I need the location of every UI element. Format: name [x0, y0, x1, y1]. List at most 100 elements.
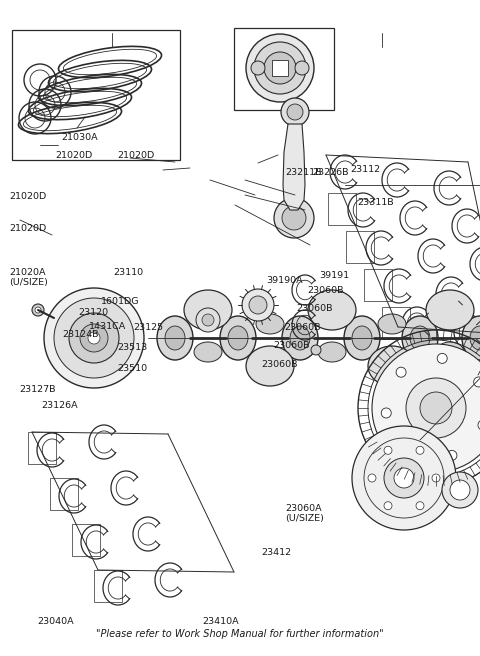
- Bar: [382, 307, 410, 339]
- Text: (U/SIZE): (U/SIZE): [286, 514, 324, 523]
- Circle shape: [202, 314, 214, 326]
- Circle shape: [416, 446, 424, 455]
- Circle shape: [442, 472, 478, 508]
- Ellipse shape: [157, 316, 193, 360]
- Circle shape: [404, 445, 414, 455]
- Text: 23127B: 23127B: [19, 384, 56, 394]
- Circle shape: [196, 308, 220, 332]
- Bar: [12, 30, 180, 160]
- Ellipse shape: [290, 326, 310, 350]
- Text: 23126A: 23126A: [41, 401, 77, 410]
- Circle shape: [287, 104, 303, 120]
- Text: 23060B: 23060B: [296, 304, 333, 314]
- Ellipse shape: [308, 290, 356, 330]
- Ellipse shape: [470, 326, 480, 350]
- Ellipse shape: [378, 314, 406, 334]
- Circle shape: [384, 458, 424, 498]
- Bar: [234, 28, 334, 110]
- Circle shape: [394, 468, 414, 488]
- Text: 23120: 23120: [78, 308, 108, 317]
- Circle shape: [381, 408, 391, 418]
- Circle shape: [295, 61, 309, 75]
- Circle shape: [246, 34, 314, 102]
- Bar: [364, 269, 392, 301]
- Text: 1601DG: 1601DG: [101, 297, 139, 306]
- Circle shape: [264, 52, 296, 84]
- Circle shape: [368, 474, 376, 482]
- Text: 23124B: 23124B: [62, 330, 99, 339]
- Circle shape: [44, 288, 144, 388]
- Ellipse shape: [462, 316, 480, 360]
- Circle shape: [281, 98, 309, 126]
- Text: 23412: 23412: [262, 548, 292, 557]
- Text: 39190A: 39190A: [266, 276, 303, 285]
- Text: (U/SIZE): (U/SIZE): [10, 277, 48, 287]
- Circle shape: [311, 345, 321, 355]
- Ellipse shape: [352, 326, 372, 350]
- Bar: [346, 231, 374, 263]
- Circle shape: [474, 377, 480, 387]
- Circle shape: [416, 502, 424, 510]
- Circle shape: [384, 502, 392, 510]
- Text: 23510: 23510: [118, 364, 148, 373]
- Circle shape: [282, 206, 306, 230]
- Text: 21020A: 21020A: [10, 268, 46, 277]
- Circle shape: [396, 367, 406, 377]
- Bar: [328, 193, 356, 225]
- Ellipse shape: [184, 290, 232, 330]
- Text: 23040A: 23040A: [37, 617, 73, 626]
- Ellipse shape: [410, 326, 430, 350]
- Ellipse shape: [282, 316, 318, 360]
- Ellipse shape: [318, 342, 346, 362]
- Text: 23311B: 23311B: [358, 197, 394, 207]
- Text: 21020D: 21020D: [55, 151, 93, 160]
- Circle shape: [88, 332, 100, 344]
- Text: 39191: 39191: [319, 271, 349, 280]
- Text: 23513: 23513: [118, 343, 148, 352]
- Circle shape: [35, 307, 41, 313]
- Circle shape: [80, 324, 108, 352]
- Text: 21030A: 21030A: [61, 133, 98, 142]
- Circle shape: [352, 426, 456, 530]
- Text: 21020D: 21020D: [10, 224, 47, 233]
- Circle shape: [249, 296, 267, 314]
- Bar: [28, 432, 56, 464]
- Text: 23060B: 23060B: [273, 341, 310, 350]
- Text: 23110: 23110: [113, 268, 143, 277]
- Circle shape: [32, 304, 44, 316]
- Ellipse shape: [368, 346, 416, 386]
- Bar: [272, 60, 288, 76]
- Circle shape: [69, 313, 119, 363]
- Text: 21020D: 21020D: [118, 151, 155, 160]
- Text: "Please refer to Work Shop Manual for further information": "Please refer to Work Shop Manual for fu…: [96, 629, 384, 639]
- Text: 23211B: 23211B: [286, 168, 322, 177]
- Text: 23060B: 23060B: [285, 323, 321, 332]
- Ellipse shape: [228, 326, 248, 350]
- Circle shape: [437, 354, 447, 363]
- Polygon shape: [283, 124, 305, 210]
- Circle shape: [372, 344, 480, 472]
- Text: 23060B: 23060B: [308, 286, 344, 295]
- Text: 23060B: 23060B: [262, 359, 298, 369]
- Circle shape: [447, 451, 457, 461]
- Text: 23112: 23112: [350, 165, 381, 174]
- Bar: [50, 478, 78, 510]
- Text: 23060A: 23060A: [286, 504, 322, 513]
- Ellipse shape: [256, 314, 284, 334]
- Circle shape: [450, 480, 470, 500]
- Text: 21020D: 21020D: [10, 192, 47, 201]
- Circle shape: [251, 61, 265, 75]
- Circle shape: [432, 474, 440, 482]
- Ellipse shape: [220, 316, 256, 360]
- Bar: [94, 570, 122, 602]
- Text: 23410A: 23410A: [203, 617, 239, 626]
- Ellipse shape: [426, 290, 474, 330]
- Ellipse shape: [194, 342, 222, 362]
- Circle shape: [478, 420, 480, 430]
- Circle shape: [242, 289, 274, 321]
- Circle shape: [384, 446, 392, 455]
- Ellipse shape: [165, 326, 185, 350]
- Circle shape: [254, 42, 306, 94]
- Text: 23125: 23125: [133, 323, 164, 333]
- Text: 23226B: 23226B: [312, 168, 348, 177]
